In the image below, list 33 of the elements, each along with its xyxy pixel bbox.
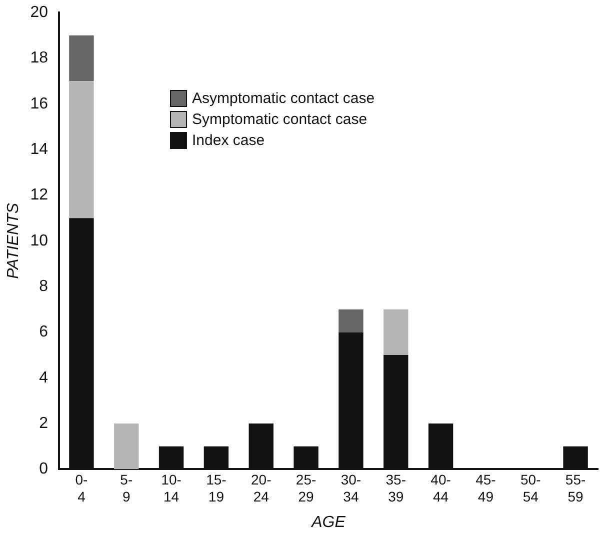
y-tick-label: 12 bbox=[30, 186, 48, 204]
legend-label: Asymptomatic contact case bbox=[192, 90, 375, 107]
y-tick-label: 16 bbox=[30, 95, 48, 112]
y-tick-label: 2 bbox=[39, 414, 48, 432]
bar bbox=[69, 81, 94, 218]
y-tick-label: 6 bbox=[39, 324, 48, 341]
x-tick-label: 50-54 bbox=[520, 471, 542, 504]
x-tick-label: 35-39 bbox=[386, 471, 406, 504]
y-axis-title: PATIENTS bbox=[5, 202, 22, 279]
legend-label: Symptomatic contact case bbox=[192, 111, 368, 128]
x-tick-label: 30-34 bbox=[340, 471, 362, 504]
x-tick-label: 55-59 bbox=[565, 471, 586, 504]
bar bbox=[69, 35, 94, 82]
y-tick-label: 8 bbox=[39, 278, 48, 295]
x-axis-title: AGE bbox=[310, 514, 346, 531]
y-tick-label: 18 bbox=[30, 50, 48, 67]
x-tick-label: 45-49 bbox=[476, 471, 496, 504]
x-tick-label: 15-19 bbox=[206, 471, 227, 504]
y-tick-label: 4 bbox=[39, 369, 48, 386]
x-tick-label: 5-9 bbox=[120, 471, 133, 504]
x-tick-label: 10-14 bbox=[161, 471, 182, 504]
bar bbox=[338, 309, 364, 332]
x-tick-label: 25-29 bbox=[296, 471, 316, 504]
bar bbox=[384, 309, 408, 356]
x-tick-label: 0-4 bbox=[75, 471, 88, 504]
y-tick-label: 14 bbox=[30, 140, 48, 158]
y-tick-label: 20 bbox=[30, 4, 48, 22]
y-tick-label: 10 bbox=[30, 232, 48, 250]
bar bbox=[114, 424, 139, 470]
x-tick-label: 20-24 bbox=[251, 471, 272, 504]
x-tick-label: 40-44 bbox=[430, 471, 452, 504]
legend-label: Index case bbox=[192, 132, 265, 149]
y-tick-label: 0 bbox=[39, 460, 48, 478]
